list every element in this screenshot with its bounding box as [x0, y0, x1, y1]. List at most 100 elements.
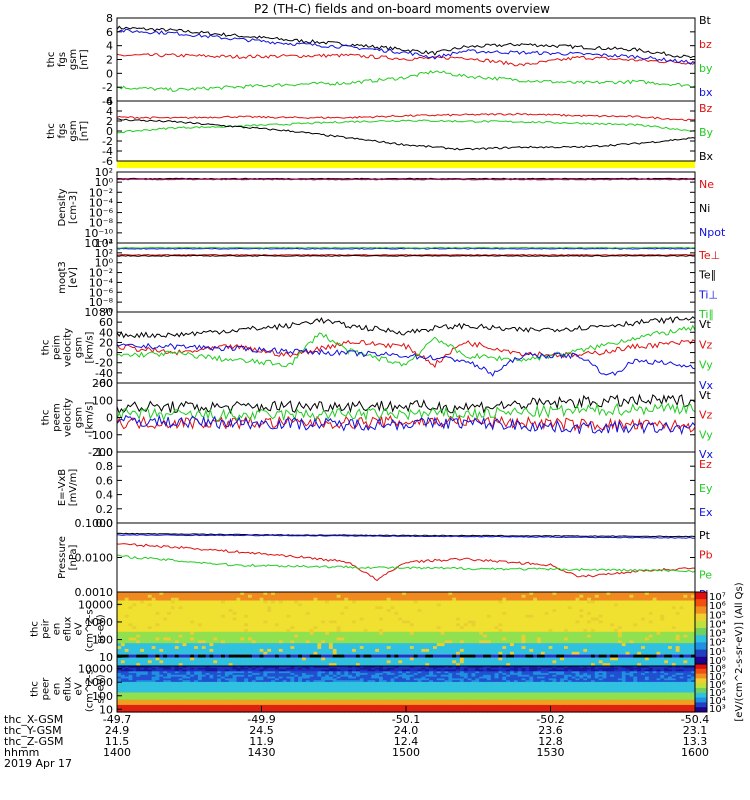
spectrogram-cell: [614, 606, 619, 610]
spectrogram-cell: [598, 600, 604, 604]
spectrogram-cell: [201, 690, 207, 694]
spectrogram-cell: [170, 594, 176, 599]
spectrogram-cell: [213, 600, 218, 604]
spectrogram-cell: [120, 671, 126, 674]
spectrogram-cell: [406, 634, 411, 639]
spectrogram-cell: [186, 671, 191, 674]
spectrogram-cell: [587, 614, 592, 619]
spectrogram-cell: [117, 651, 122, 656]
spectrogram-cell: [336, 592, 342, 596]
spectrogram-cell: [402, 623, 407, 627]
y-tick-label: 10⁻⁸: [89, 296, 114, 309]
spectrogram-cell: [425, 637, 430, 641]
spectrogram-cell: [382, 646, 388, 650]
spectrogram-cell: [321, 643, 326, 647]
spectrogram-cell: [197, 685, 203, 688]
spectrogram-cell: [305, 606, 311, 610]
spectrogram-cell: [290, 620, 295, 624]
spectrogram-cell: [517, 600, 523, 604]
spectrogram-cell: [402, 592, 407, 596]
spectrogram-cell: [344, 660, 349, 664]
spectrogram-cell: [182, 703, 187, 706]
spectrogram-cell: [232, 603, 238, 607]
spectrogram-cell: [170, 683, 176, 687]
spectrogram-cell: [159, 674, 164, 678]
spectrogram-cell: [309, 663, 315, 667]
spectrogram-cell: [194, 606, 199, 610]
spectrogram-cell: [406, 626, 411, 630]
spectrogram-cell: [475, 611, 480, 616]
spectrogram-cell: [151, 597, 157, 602]
spectrogram-cell: [186, 663, 191, 667]
spectrogram-cell: [371, 623, 376, 627]
spectrogram-cell: [155, 692, 160, 695]
spectrogram-cell: [409, 660, 415, 664]
spectrogram-cell: [136, 680, 141, 683]
spectrogram-cell: [440, 617, 446, 621]
spectrogram-cell: [151, 603, 157, 607]
spectrogram-cell: [644, 597, 650, 602]
spectrogram-cell: [617, 620, 623, 624]
spectrogram-cell: [332, 660, 338, 664]
spectrogram-cell: [332, 643, 338, 647]
spectrogram-cell: [248, 597, 253, 602]
spectrogram-cell: [159, 631, 164, 636]
spectrogram-cell: [587, 640, 592, 644]
spectrogram-cell: [394, 648, 399, 653]
spectrogram-cell: [483, 643, 488, 647]
spectrogram-cell: [267, 648, 272, 653]
spectrogram-cell: [190, 643, 195, 647]
spectrogram-cell: [675, 651, 681, 656]
spectrogram-cell: [363, 654, 369, 658]
spectrogram-cell: [132, 701, 137, 704]
spectrogram-cell: [163, 699, 168, 702]
spectrogram-cell: [652, 646, 658, 650]
spectrogram-cell: [556, 629, 561, 633]
spectrogram-cell: [560, 648, 565, 653]
spectrogram-cell: [224, 703, 230, 706]
spectrogram-cell: [540, 629, 546, 633]
spectrogram-cell: [205, 594, 211, 599]
spectrogram-cell: [575, 651, 580, 656]
spectrogram-cell: [132, 669, 137, 672]
spectrogram-cell: [174, 623, 180, 627]
series-line-by: [116, 70, 696, 92]
spectrogram-cell: [448, 620, 453, 624]
spectrogram-cell: [386, 597, 392, 602]
spectrogram-cell: [606, 626, 611, 630]
spectrogram-cell: [506, 603, 511, 607]
spectrogram-cell: [217, 685, 222, 688]
spectrogram-cell: [644, 637, 650, 641]
spectrogram-cell: [575, 594, 580, 599]
spectrogram-cell: [544, 626, 550, 630]
spectrogram-cell: [282, 648, 288, 653]
spectrogram-cell: [170, 692, 176, 695]
spectrogram-cell: [286, 620, 291, 624]
spectrogram-cell: [656, 663, 661, 667]
spectrogram-cell: [263, 648, 268, 653]
spectrogram-cell: [205, 597, 211, 602]
spectrogram-cell: [294, 660, 299, 664]
spectrogram-cell: [167, 603, 172, 607]
spectrogram-cell: [394, 631, 399, 636]
spectrogram-cell: [571, 592, 577, 596]
spectrogram-cell: [228, 690, 234, 694]
spectrogram-cell: [506, 663, 511, 667]
spectrogram-cell: [120, 710, 126, 713]
spectrogram-cell: [664, 606, 669, 610]
spectrogram-cell: [625, 620, 631, 624]
spectrogram-cell: [236, 678, 241, 681]
spectrogram-cell: [379, 611, 384, 616]
spectrogram-cell: [656, 643, 661, 647]
spectrogram-cell: [367, 651, 372, 656]
spectrogram-cell: [140, 699, 145, 702]
spectrogram-cell: [197, 690, 203, 694]
spectrogram-cell: [452, 663, 457, 667]
spectrogram-cell: [463, 623, 469, 627]
spectrogram-cell: [144, 629, 149, 633]
spectrogram-cell: [275, 631, 280, 636]
spectrogram-cell: [444, 594, 449, 599]
spectrogram-cell: [644, 651, 650, 656]
spectrogram-cell: [459, 617, 465, 621]
